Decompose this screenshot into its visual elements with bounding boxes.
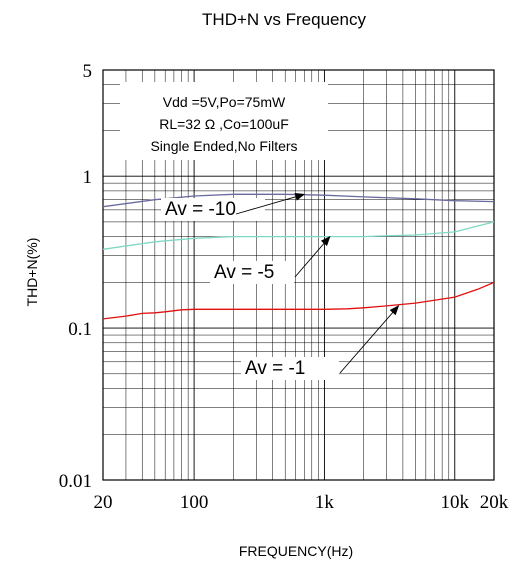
series-line <box>102 221 495 250</box>
annotation-label: Av = -1 <box>245 358 305 379</box>
x-tick-label: 20k <box>480 492 509 513</box>
x-tick-labels: 20 100 1k 10k 20k <box>94 492 509 513</box>
annotations: Av = -10 Av = -5 Av = -1 <box>161 192 400 380</box>
annotation-arrow <box>339 305 400 374</box>
y-tick-labels: 0.01 0.1 1 5 <box>59 61 92 492</box>
annotation-arrow <box>235 192 306 215</box>
annotation-arrow <box>294 235 331 278</box>
condition-line: RL=32 Ω ,Co=100uF <box>159 116 289 132</box>
x-tick-label: 1k <box>315 492 335 513</box>
annotation-bg <box>210 261 294 284</box>
condition-line: Single Ended,No Filters <box>150 138 297 154</box>
annotation-bg <box>241 357 339 380</box>
x-tick-label: 20 <box>94 492 113 513</box>
series-line <box>102 281 495 320</box>
y-tick-label: 0.1 <box>68 319 92 340</box>
y-axis-label: THD+N(%) <box>24 238 40 307</box>
annotation-label: Av = -5 <box>214 262 274 283</box>
annotation-label: Av = -10 <box>165 199 236 220</box>
condition-line: Vdd =5V,Po=75mW <box>163 94 286 110</box>
x-tick-label: 100 <box>180 492 209 513</box>
chart-title: THD+N vs Frequency <box>202 10 366 29</box>
x-tick-label: 10k <box>441 492 470 513</box>
annotation-bg <box>161 198 265 221</box>
y-tick-label: 1 <box>83 167 93 188</box>
plot-frame <box>102 69 495 481</box>
conditions-box <box>120 82 328 160</box>
y-tick-label: 0.01 <box>59 471 92 492</box>
y-tick-label: 5 <box>83 61 93 82</box>
x-axis-label: FREQUENCY(Hz) <box>239 543 353 559</box>
